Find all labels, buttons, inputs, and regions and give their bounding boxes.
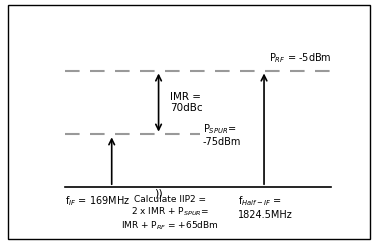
Text: f$_{Half-IF}$ =
1824.5MHz: f$_{Half-IF}$ = 1824.5MHz bbox=[238, 195, 293, 220]
Text: )): )) bbox=[154, 188, 163, 198]
Text: f$_{IF}$ = 169MHz: f$_{IF}$ = 169MHz bbox=[65, 195, 130, 208]
Text: P$_{SPUR}$=
-75dBm: P$_{SPUR}$= -75dBm bbox=[203, 122, 241, 147]
Text: IMR =
70dBc: IMR = 70dBc bbox=[170, 92, 203, 113]
Text: P$_{RF}$ = -5dBm: P$_{RF}$ = -5dBm bbox=[269, 51, 332, 65]
Text: Calculate IIP2 =
2 x IMR + P$_{SPUR}$=
IMR + P$_{RF}$ = +65dBm: Calculate IIP2 = 2 x IMR + P$_{SPUR}$= I… bbox=[121, 195, 219, 232]
